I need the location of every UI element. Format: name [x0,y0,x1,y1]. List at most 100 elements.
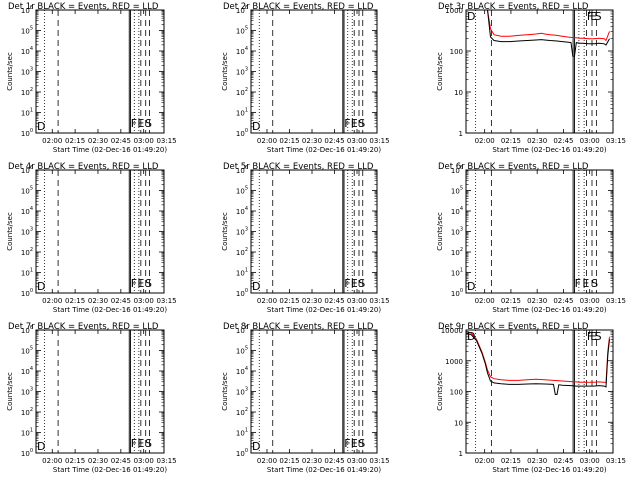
x-tick-label: 03:00 [134,137,154,145]
x-tick-label: 02:15 [501,457,521,465]
event-marker-d: D [37,440,45,453]
plot-frame [35,9,165,134]
y-tick-label: 100 [236,128,248,138]
event-marker-f: F [131,437,137,450]
x-tick-label: 02:45 [553,137,573,145]
y-tick-label: 103 [236,227,248,237]
y-tick-label: 100 [21,288,33,298]
y-tick-label: 101 [236,268,248,278]
y-tick-label: 102 [21,247,33,257]
x-axis-label: Start Time (02-Dec-16 01:49:20) [492,306,606,314]
x-axis-label: Start Time (02-Dec-16 01:49:20) [53,306,167,314]
y-tick-label: 103 [236,387,248,397]
x-tick-label: 03:00 [134,457,154,465]
y-tick-label: 104 [451,206,463,216]
x-tick-label: 02:00 [257,297,277,305]
x-tick-label: 02:45 [111,297,131,305]
x-tick-label: 02:30 [527,457,547,465]
event-marker-e: E [351,117,358,130]
y-tick-label: 10000 [441,327,463,335]
y-tick-label: 103 [21,67,33,77]
x-axis-label: Start Time (02-Dec-16 01:49:20) [267,306,381,314]
y-axis-label: Counts/sec [436,52,444,91]
event-marker-s: S [145,437,152,450]
event-marker-e: E [137,117,144,130]
y-axis-label: Counts/sec [436,212,444,251]
event-marker-f: F [131,277,137,290]
x-tick-label: 03:00 [134,297,154,305]
event-marker-f: F [344,277,350,290]
x-tick-label: 03:15 [156,457,176,465]
y-tick-label: 101 [236,428,248,438]
x-tick-label: 03:15 [606,297,626,305]
y-tick-label: 103 [21,227,33,237]
y-tick-label: 1000 [445,358,463,366]
event-marker-s: S [358,437,365,450]
y-tick-label: 103 [451,227,463,237]
panel-title: Det 2r BLACK = Events, RED = LLD [223,2,374,12]
x-tick-label: 02:15 [279,137,299,145]
y-tick-label: 100 [450,48,463,56]
y-tick-label: 101 [21,108,33,118]
event-marker-e: E [137,437,144,450]
panel-det9: Det 9r BLACK = Events, RED = LLD Counts/s… [436,322,626,474]
y-tick-label: 102 [21,87,33,97]
x-axis-label: Start Time (02-Dec-16 01:49:20) [267,466,381,474]
x-tick-label: 02:45 [111,457,131,465]
x-axis-label: Start Time (02-Dec-16 01:49:20) [53,146,167,154]
x-tick-label: 02:45 [324,297,344,305]
y-tick-label: 101 [451,268,463,278]
y-tick-label: 10 [454,419,463,427]
event-marker-s: S [358,117,365,130]
y-tick-label: 105 [21,186,33,196]
y-tick-label: 102 [236,247,248,257]
event-marker-d: D [252,280,260,293]
y-tick-label: 105 [21,346,33,356]
y-tick-label: 104 [21,46,33,56]
y-tick-label: 101 [21,268,33,278]
y-tick-label: 106 [236,165,248,175]
x-tick-label: 02:00 [42,137,62,145]
panel-title: Det 3r BLACK = Events, RED = LLD [438,2,589,12]
x-tick-label: 02:15 [65,457,85,465]
y-tick-label: 106 [236,5,248,15]
event-marker-e: E [137,277,144,290]
event-marker-e: E [590,10,597,23]
x-tick-label: 02:30 [302,457,322,465]
panel-det1: Det 1r BLACK = Events, RED = LLD Counts/s… [6,2,177,154]
plot-frame [465,329,614,454]
y-axis-label: Counts/sec [221,52,229,91]
x-tick-label: 02:30 [527,297,547,305]
event-marker-d: D [37,120,45,133]
x-tick-label: 02:30 [302,297,322,305]
event-marker-s: S [145,277,152,290]
y-tick-label: 102 [236,87,248,97]
plot-frame [250,9,378,134]
event-marker-d: D [467,330,475,343]
x-tick-label: 02:30 [302,137,322,145]
panel-title: Det 4r BLACK = Events, RED = LLD [8,162,159,172]
y-tick-label: 103 [236,67,248,77]
y-tick-label: 102 [21,407,33,417]
event-marker-e: E [351,277,358,290]
x-tick-label: 03:15 [369,137,389,145]
event-marker-f: F [131,117,137,130]
event-marker-d: D [252,440,260,453]
event-marker-d: D [467,10,475,23]
panel-det5: Det 5r BLACK = Events, RED = LLD Counts/s… [221,162,390,314]
x-tick-label: 02:00 [42,457,62,465]
y-tick-label: 102 [236,407,248,417]
x-tick-label: 03:00 [580,457,600,465]
event-marker-d: D [252,120,260,133]
series-line-1 [465,332,610,395]
panel-det3: Det 3r BLACK = Events, RED = LLD Counts/s… [436,2,626,154]
x-tick-label: 03:00 [580,137,600,145]
x-tick-label: 02:30 [88,457,108,465]
event-marker-f: F [344,117,350,130]
panel-det2: Det 2r BLACK = Events, RED = LLD Counts/s… [221,2,390,154]
x-tick-label: 02:00 [257,457,277,465]
plot-frame [250,169,378,294]
event-marker-s: S [595,10,602,23]
y-axis-label: Counts/sec [6,372,14,411]
y-tick-label: 106 [21,5,33,15]
